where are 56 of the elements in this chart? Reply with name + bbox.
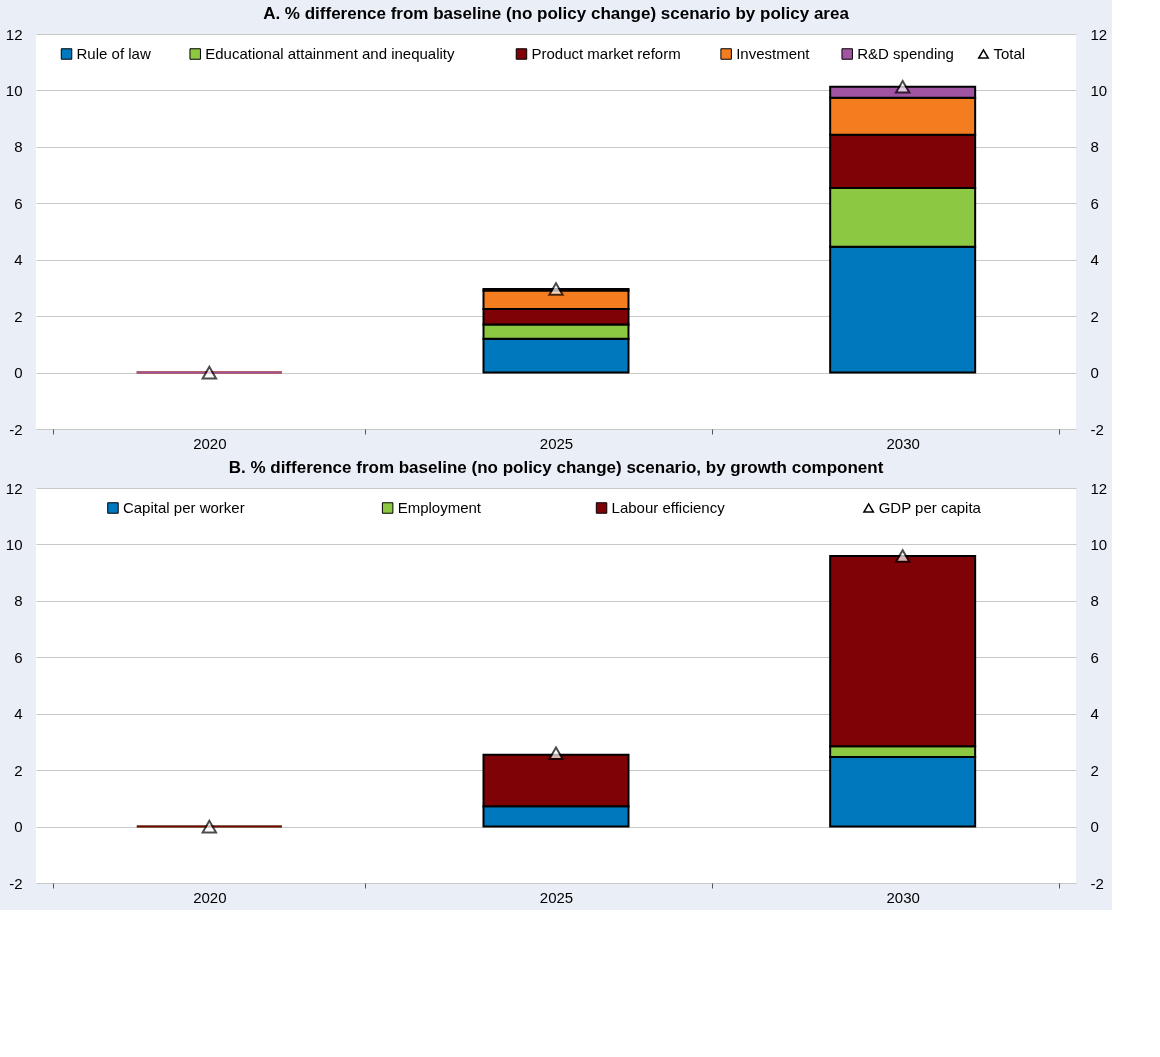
x-tick-label: 2030 xyxy=(886,434,920,452)
legend-label: Educational attainment and inequality xyxy=(205,45,456,62)
chart-title: A. % difference from baseline (no policy change) scenario by policy area xyxy=(263,4,850,23)
y-tick-label: 10 xyxy=(5,535,23,553)
y-tick-label: 4 xyxy=(14,705,23,723)
y-tick-label: -2 xyxy=(9,874,23,892)
point xyxy=(894,549,911,563)
y2-tick-label: 0 xyxy=(1090,818,1099,836)
legend-label: Labour efficiency xyxy=(611,499,726,516)
y2-tick-label: 2 xyxy=(1090,761,1099,779)
y-tick-label: 4 xyxy=(14,251,23,269)
point xyxy=(548,282,564,296)
y2-tick-label: 0 xyxy=(1090,364,1099,382)
y-tick-label: 6 xyxy=(14,194,23,212)
y-tick-label: 2 xyxy=(14,761,23,779)
legend-label: GDP per capita xyxy=(878,499,982,516)
y-tick-label: 12 xyxy=(5,479,23,497)
legend-label: Total xyxy=(993,45,1026,62)
point xyxy=(201,365,218,380)
y-tick-label: -2 xyxy=(9,420,23,438)
y2-tick-label: 12 xyxy=(1090,479,1108,497)
y-tick-label: 2 xyxy=(14,307,23,325)
y-tick-label: 0 xyxy=(14,818,23,836)
x-tick-label: 2025 xyxy=(539,434,574,452)
y2-tick-label: 2 xyxy=(1090,307,1099,325)
y-tick-label: 6 xyxy=(14,648,23,666)
legend-label: Product market reform xyxy=(531,45,681,62)
y-tick-label: 0 xyxy=(14,364,23,382)
chart-title: B. % difference from baseline (no policy change) scenario, by growth component xyxy=(228,458,884,477)
x-tick-label: 2025 xyxy=(539,888,574,906)
legend-label: Employment xyxy=(397,499,482,516)
y-tick-label: 10 xyxy=(5,81,23,99)
x-tick-label: 2020 xyxy=(193,434,227,452)
legend-label: R&D spending xyxy=(857,45,954,62)
y-tick-label: 12 xyxy=(5,25,23,43)
y2-tick-label: 8 xyxy=(1090,592,1099,610)
point xyxy=(894,79,911,94)
y2-tick-label: -2 xyxy=(1090,874,1104,892)
y2-tick-label: 12 xyxy=(1090,25,1108,43)
x-tick-label: 2020 xyxy=(193,888,227,906)
y2-tick-label: 10 xyxy=(1090,81,1108,99)
y2-tick-label: 6 xyxy=(1090,648,1099,666)
point xyxy=(548,746,564,761)
y2-tick-label: 10 xyxy=(1090,535,1108,553)
x-tick-label: 2030 xyxy=(886,888,920,906)
y-tick-label: 8 xyxy=(14,138,23,156)
y2-tick-label: 4 xyxy=(1090,251,1099,269)
y2-tick-label: 6 xyxy=(1090,194,1099,212)
legend-label: Capital per worker xyxy=(122,499,245,516)
legend-label: Investment xyxy=(736,45,811,62)
legend-label: Rule of law xyxy=(76,45,151,62)
y-tick-label: 8 xyxy=(14,592,23,610)
y2-tick-label: -2 xyxy=(1090,420,1104,438)
y2-tick-label: 4 xyxy=(1090,705,1099,723)
point xyxy=(201,819,218,834)
y2-tick-label: 8 xyxy=(1090,138,1099,156)
